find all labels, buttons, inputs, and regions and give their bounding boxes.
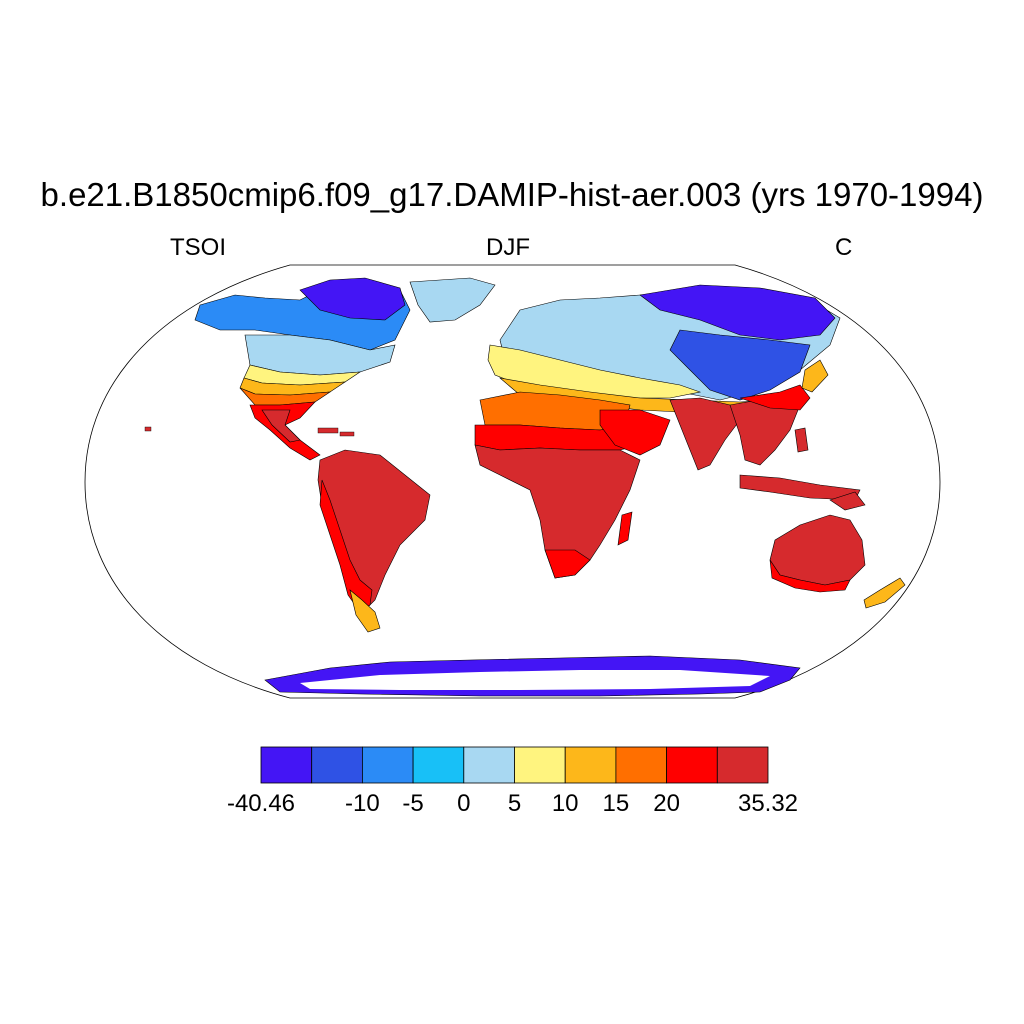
units-label: C <box>835 234 853 261</box>
colorbar-box <box>716 746 769 784</box>
new-zealand <box>863 577 906 609</box>
antarctica-interior <box>300 670 770 690</box>
colorbar-tick-label: 0 <box>457 790 471 817</box>
region-tropical-africa <box>474 444 641 579</box>
greenland <box>409 277 496 323</box>
caribbean-islands <box>144 426 355 437</box>
colorbar-tick-label: -10 <box>345 790 380 817</box>
new-guinea <box>829 491 866 511</box>
region-philippines <box>794 427 809 453</box>
colorbar-tick-label: 15 <box>602 790 630 817</box>
eurasia <box>487 284 841 416</box>
region-central-asia-cold <box>669 329 811 401</box>
colorbar-box <box>361 746 414 784</box>
colorbar-box <box>311 746 363 784</box>
south-america <box>317 449 431 633</box>
season-label: DJF <box>486 234 530 261</box>
colorbar-tick-label: -5 <box>402 790 424 817</box>
colorbar-tick-label: 5 <box>507 790 522 817</box>
colorbar-box <box>666 746 718 784</box>
region-australia-south <box>769 559 851 593</box>
colorbar-tick-label: 20 <box>653 790 680 817</box>
region-mexico-interior <box>261 409 301 443</box>
colorbar-tick-label: -40.46 <box>226 790 296 817</box>
variable-label: TSOI <box>170 234 227 261</box>
region-arabia <box>599 409 671 456</box>
colorbar-tick-label: 10 <box>551 790 579 817</box>
south-asia <box>599 359 861 501</box>
madagascar <box>617 511 633 546</box>
region-andes-warm <box>319 479 373 613</box>
region-south-africa <box>544 549 591 579</box>
north-america <box>194 277 411 461</box>
colorbar-box <box>412 746 465 784</box>
colorbar-box <box>260 746 313 784</box>
colorbar-box <box>514 746 566 784</box>
colorbar-box <box>564 746 617 784</box>
region-east-asia <box>739 384 811 411</box>
region-japan <box>801 359 829 393</box>
colorbar-box <box>463 746 515 784</box>
colorbar-box <box>615 746 668 784</box>
region-patagonia <box>349 589 381 633</box>
oceania <box>769 491 906 609</box>
region-india <box>669 397 741 471</box>
figure-title: b.e21.B1850cmip6.f09_g17.DAMIP-hist-aer.… <box>40 176 984 213</box>
region-arctic-canada <box>299 277 406 321</box>
region-siberia <box>639 284 836 341</box>
colorbar-tick-label: 35.32 <box>737 790 799 817</box>
